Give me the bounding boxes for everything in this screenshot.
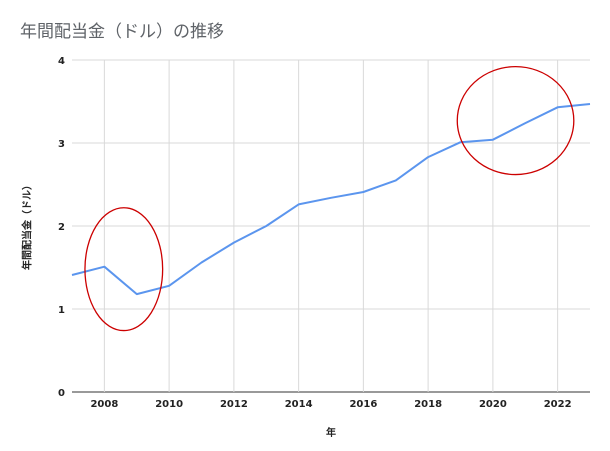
y-axis-title: 年間配当金（ドル） <box>22 180 34 270</box>
x-tick-label: 2012 <box>220 399 248 410</box>
y-tick-label: 4 <box>58 56 65 67</box>
x-axis-title: 年 <box>326 428 336 439</box>
x-tick-label: 2014 <box>285 399 313 410</box>
annotation-ellipse <box>456 65 575 176</box>
annotation-ellipse <box>84 207 164 332</box>
x-tick-label: 2016 <box>349 399 377 410</box>
y-tick-label: 1 <box>58 305 65 316</box>
x-tick-label: 2018 <box>414 399 442 410</box>
x-tick-label: 2008 <box>90 399 118 410</box>
y-tick-label: 0 <box>58 388 65 399</box>
x-tick-label: 2020 <box>479 399 507 410</box>
x-tick-label: 2022 <box>544 399 572 410</box>
y-tick-label: 2 <box>58 222 65 233</box>
series-line <box>71 103 591 296</box>
y-tick-label: 3 <box>58 139 65 150</box>
chart-title: 年間配当金（ドル）の推移 <box>20 22 224 42</box>
x-tick-label: 2010 <box>155 399 183 410</box>
